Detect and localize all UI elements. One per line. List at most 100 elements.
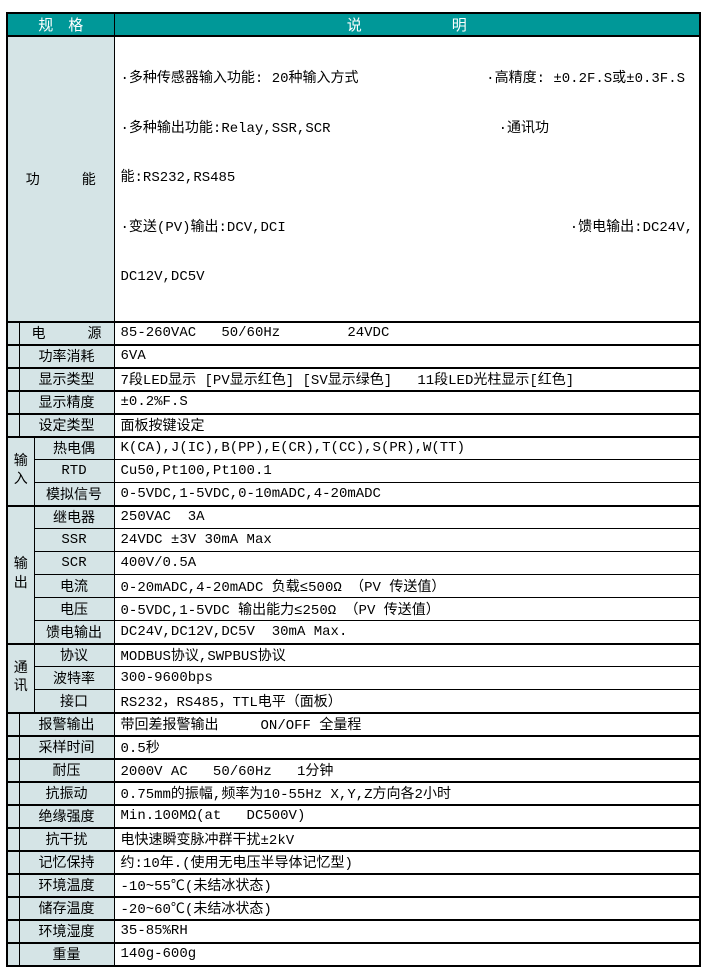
function-line: DC12V,DC5V bbox=[121, 269, 693, 287]
row-label-protocol: 协议 bbox=[33, 642, 115, 667]
spacer-cell bbox=[6, 320, 20, 345]
row-insulation-strength: 绝缘强度 Min.100MΩ(at DC500V) bbox=[6, 803, 701, 828]
spacer-cell bbox=[6, 918, 20, 943]
row-label-setting-type: 设定类型 bbox=[18, 412, 115, 437]
row-display-type: 显示类型 7段LED显示 [PV显示红色] [SV显示绿色] 11段LED光柱显… bbox=[6, 366, 701, 391]
spacer-cell bbox=[6, 734, 20, 759]
row-label-power: 电 源 bbox=[18, 320, 115, 345]
row-value-feed-output: DC24V,DC12V,DC5V 30mA Max. bbox=[113, 620, 701, 644]
row-label-rtd: RTD bbox=[33, 459, 115, 483]
function-line-left: DC12V,DC5V bbox=[120, 269, 205, 285]
row-alarm-output: 报警输出 带回差报警输出 ON/OFF 全量程 bbox=[6, 711, 701, 736]
group-label-output: 输出 bbox=[6, 504, 35, 644]
function-line-right: ·高精度: ±0.2F.S或±0.3F.S bbox=[486, 71, 685, 87]
spacer-cell bbox=[6, 389, 20, 414]
row-label-ambient-temperature: 环境温度 bbox=[18, 872, 115, 897]
row-storage-temperature: 储存温度 -20~60℃(未结冰状态) bbox=[6, 895, 701, 920]
row-label-display-type: 显示类型 bbox=[18, 366, 115, 391]
row-label-voltage-output: 电压 bbox=[33, 597, 115, 621]
row-setting-type: 设定类型 面板按键设定 bbox=[6, 412, 701, 437]
row-label-ssr: SSR bbox=[33, 528, 115, 552]
row-power-consumption: 功率消耗 6VA bbox=[6, 343, 701, 368]
row-rtd: RTD Cu50,Pt100,Pt100.1 bbox=[7, 459, 701, 483]
header-desc: 说 明 bbox=[113, 12, 701, 37]
row-value-interface: RS232，RS485，TTL电平（面板） bbox=[113, 689, 701, 713]
row-label-sampling-time: 采样时间 bbox=[18, 734, 115, 759]
row-label-ambient-humidity: 环境湿度 bbox=[18, 918, 115, 943]
spacer-cell bbox=[6, 895, 20, 920]
row-value-power-consumption: 6VA bbox=[113, 343, 701, 368]
row-value-ssr: 24VDC ±3V 30mA Max bbox=[113, 528, 701, 552]
row-value-protocol: MODBUS协议,SWPBUS协议 bbox=[113, 642, 701, 667]
row-value-baud-rate: 300-9600bps bbox=[113, 666, 701, 690]
function-line: ·变送(PV)输出:DCV,DCI ·馈电输出:DC24V, bbox=[121, 220, 693, 238]
row-label-withstand-voltage: 耐压 bbox=[18, 757, 115, 782]
row-value-sampling-time: 0.5秒 bbox=[113, 734, 701, 759]
row-value-vibration-resistance: 0.75mm的振幅,频率为10-55Hz X,Y,Z方向各2小时 bbox=[113, 780, 701, 805]
row-label-insulation-strength: 绝缘强度 bbox=[18, 803, 115, 828]
spec-sheet: 规 格 说 明 功 能 ·多种传感器输入功能: 20种输入方式 ·高精度: ±0.… bbox=[6, 12, 701, 967]
row-value-weight: 140g-600g bbox=[113, 941, 701, 966]
spacer-cell bbox=[6, 872, 20, 897]
row-weight: 重量 140g-600g bbox=[6, 941, 701, 966]
group-label-comm-text: 通讯 bbox=[13, 660, 28, 695]
row-voltage-output: 电压 0-5VDC,1-5VDC 输出能力≤250Ω （PV 传送值） bbox=[7, 597, 701, 621]
row-label-alarm-output: 报警输出 bbox=[18, 711, 115, 736]
row-ambient-humidity: 环境湿度 35-85%RH bbox=[6, 918, 701, 943]
function-line: 能:RS232,RS485 bbox=[121, 170, 693, 188]
spacer-cell bbox=[6, 412, 20, 437]
row-vibration-resistance: 抗振动 0.75mm的振幅,频率为10-55Hz X,Y,Z方向各2小时 bbox=[6, 780, 701, 805]
row-label-baud-rate: 波特率 bbox=[33, 666, 115, 690]
row-value-display-type: 7段LED显示 [PV显示红色] [SV显示绿色] 11段LED光柱显示[红色] bbox=[113, 366, 701, 391]
row-label-scr: SCR bbox=[33, 551, 115, 575]
row-analog-signal: 模拟信号 0-5VDC,1-5VDC,0-10mADC,4-20mADC bbox=[7, 482, 701, 506]
row-value-thermocouple: K(CA),J(IC),B(PP),E(CR),T(CC),S(PR),W(TT… bbox=[113, 435, 701, 460]
row-scr: SCR 400V/0.5A bbox=[7, 551, 701, 575]
spacer-cell bbox=[6, 366, 20, 391]
row-label-relay: 继电器 bbox=[33, 504, 115, 529]
row-value-insulation-strength: Min.100MΩ(at DC500V) bbox=[113, 803, 701, 828]
row-value-setting-type: 面板按键设定 bbox=[113, 412, 701, 437]
row-feed-output: 馈电输出 DC24V,DC12V,DC5V 30mA Max. bbox=[7, 620, 701, 644]
group-label-input-text: 输入 bbox=[13, 453, 28, 488]
function-line-left: ·多种输出功能:Relay,SSR,SCR bbox=[120, 120, 331, 137]
row-label-current-output: 电流 bbox=[33, 574, 115, 598]
row-baud-rate: 波特率 300-9600bps bbox=[7, 666, 701, 690]
header-spec: 规 格 bbox=[6, 12, 115, 37]
group-label-output-text: 输出 bbox=[13, 557, 28, 592]
row-label-thermocouple: 热电偶 bbox=[33, 435, 115, 460]
spacer-cell bbox=[6, 343, 20, 368]
row-value-alarm-output: 带回差报警输出 ON/OFF 全量程 bbox=[113, 711, 701, 736]
row-label-feed-output: 馈电输出 bbox=[33, 620, 115, 644]
spacer-cell bbox=[6, 780, 20, 805]
row-value-analog-signal: 0-5VDC,1-5VDC,0-10mADC,4-20mADC bbox=[113, 482, 701, 506]
row-value-ambient-humidity: 35-85%RH bbox=[113, 918, 701, 943]
row-withstand-voltage: 耐压 2000V AC 50/60Hz 1分钟 bbox=[6, 757, 701, 782]
spacer-cell bbox=[6, 849, 20, 874]
group-label-input: 输入 bbox=[6, 435, 35, 506]
function-line-right: ·馈电输出:DC24V, bbox=[569, 219, 693, 236]
row-value-rtd: Cu50,Pt100,Pt100.1 bbox=[113, 459, 701, 483]
row-memory-retention: 记忆保持 约:10年.(使用无电压半导体记忆型) bbox=[6, 849, 701, 874]
row-value-scr: 400V/0.5A bbox=[113, 551, 701, 575]
header-row: 规 格 说 明 bbox=[6, 12, 701, 37]
spacer-cell bbox=[6, 803, 20, 828]
row-label-analog-signal: 模拟信号 bbox=[33, 482, 115, 506]
row-value-storage-temperature: -20~60℃(未结冰状态) bbox=[113, 895, 701, 920]
row-label-anti-interference: 抗干扰 bbox=[18, 826, 115, 851]
row-value-voltage-output: 0-5VDC,1-5VDC 输出能力≤250Ω （PV 传送值） bbox=[113, 597, 701, 621]
row-value-relay: 250VAC 3A bbox=[113, 504, 701, 529]
row-label-function: 功 能 bbox=[6, 35, 115, 322]
function-line-left: ·变送(PV)输出:DCV,DCI bbox=[120, 219, 286, 236]
row-value-current-output: 0-20mADC,4-20mADC 负载≤500Ω （PV 传送值） bbox=[113, 574, 701, 598]
row-anti-interference: 抗干扰 电快速瞬变脉冲群干扰±2kV bbox=[6, 826, 701, 851]
spacer-cell bbox=[6, 826, 20, 851]
row-ambient-temperature: 环境温度 -10~55℃(未结冰状态) bbox=[6, 872, 701, 897]
row-relay: 输出 继电器 250VAC 3A bbox=[6, 504, 701, 644]
function-line: ·多种输出功能:Relay,SSR,SCR ·通讯功 bbox=[121, 121, 693, 139]
row-value-display-accuracy: ±0.2%F.S bbox=[113, 389, 701, 414]
row-label-storage-temperature: 储存温度 bbox=[18, 895, 115, 920]
spacer-cell bbox=[6, 941, 20, 966]
row-power: 电 源 85-260VAC 50/60Hz 24VDC bbox=[6, 320, 701, 345]
row-value-anti-interference: 电快速瞬变脉冲群干扰±2kV bbox=[113, 826, 701, 851]
